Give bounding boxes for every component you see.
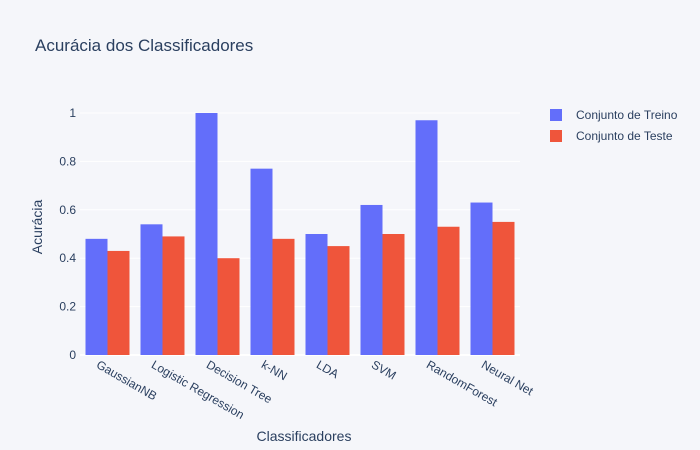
y-tick-labels: 0 0.2 0.4 0.6 0.8 1 [59,106,76,362]
y-tick-label: 0.4 [59,251,76,265]
bar-train[interactable] [360,204,383,355]
legend[interactable]: Conjunto de Treino Conjunto de Teste [550,108,678,143]
y-tick-label: 0.8 [59,154,76,168]
x-tick-label: k-NN [259,357,290,383]
bar-test[interactable] [272,238,295,355]
y-tick-label: 0.6 [59,203,76,217]
legend-label[interactable]: Conjunto de Teste [576,129,673,143]
bar-train[interactable] [195,113,218,355]
bar-train[interactable] [250,168,273,355]
x-tick-label: LDA [314,357,341,381]
bar-test[interactable] [437,226,460,355]
y-tick-label: 0 [69,348,76,362]
bar-train[interactable] [470,202,493,355]
legend-label[interactable]: Conjunto de Treino [576,108,678,122]
legend-swatch[interactable] [550,130,562,142]
x-tick-label: SVM [369,357,399,382]
bar-test[interactable] [327,246,350,355]
x-tick-label: GaussianNB [94,357,159,403]
bar-test[interactable] [492,221,515,355]
x-tick-label: Logistic Regression [149,357,247,421]
bars [85,113,515,355]
bar-test[interactable] [162,236,185,355]
bar-train[interactable] [305,234,328,355]
bar-test[interactable] [217,258,240,355]
chart-title: Acurácia dos Classificadores [35,36,253,55]
bar-test[interactable] [107,250,130,355]
legend-swatch[interactable] [550,109,562,121]
x-axis-title: Classificadores [257,428,352,444]
y-tick-label: 0.2 [59,300,76,314]
bar-train[interactable] [85,238,108,355]
bar-test[interactable] [382,234,405,355]
bar-train[interactable] [140,224,163,355]
y-axis-title: Acurácia [29,200,45,255]
bar-train[interactable] [415,120,438,355]
y-tick-label: 1 [69,106,76,120]
